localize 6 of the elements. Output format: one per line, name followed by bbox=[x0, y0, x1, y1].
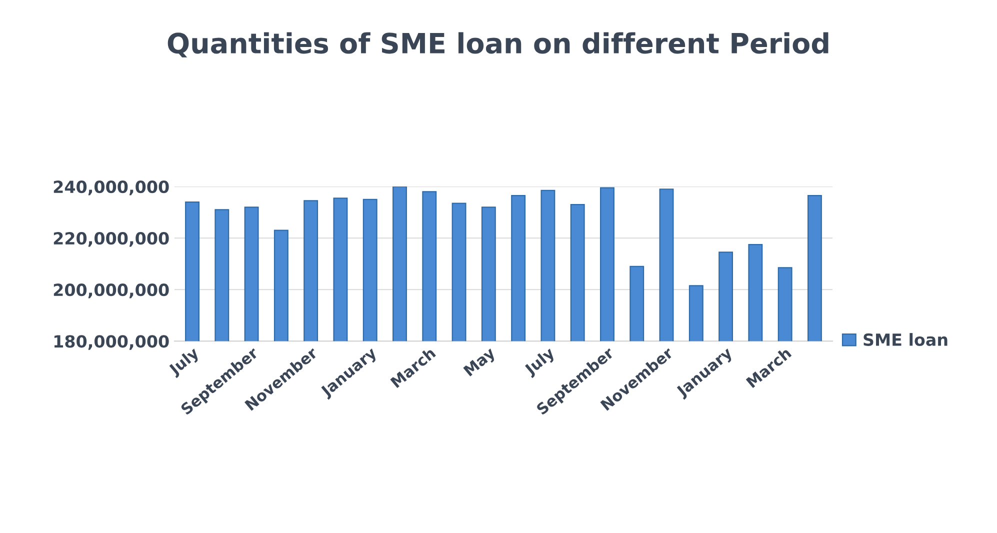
y-tick-label: 180,000,000 bbox=[54, 335, 169, 350]
y-tick-label: 240,000,000 bbox=[54, 180, 169, 196]
legend-label: SME loan bbox=[864, 333, 948, 346]
chart-title: Quantities of SME loan on different Period bbox=[168, 32, 828, 58]
y-tick-label: 220,000,000 bbox=[54, 232, 169, 247]
y-tick-label: 200,000,000 bbox=[54, 284, 169, 298]
